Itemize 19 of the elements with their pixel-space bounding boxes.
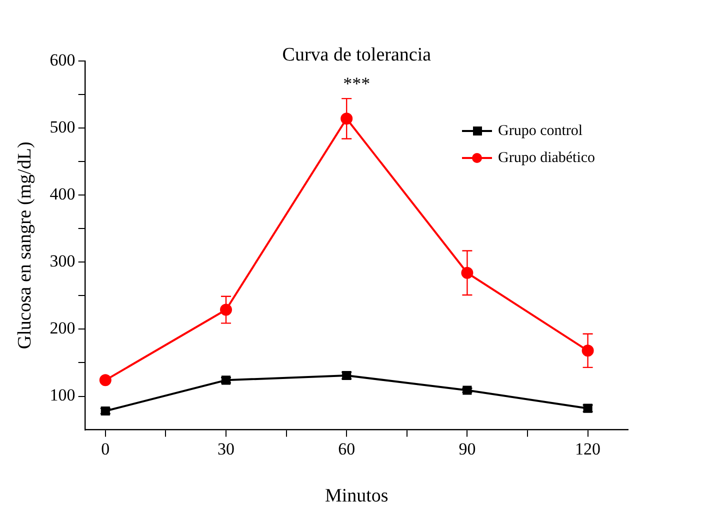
y-tick-label: 100 bbox=[50, 386, 76, 405]
annotation: *** bbox=[343, 74, 370, 94]
y-axis-title: Glucosa en sangre (mg/dL) bbox=[14, 142, 36, 350]
x-tick-label: 60 bbox=[338, 439, 356, 458]
x-tick-label: 30 bbox=[218, 439, 234, 458]
x-tick-label: 90 bbox=[458, 439, 476, 458]
point bbox=[340, 112, 353, 125]
y-tick-label: 600 bbox=[50, 50, 76, 70]
chart-title: Curva de tolerancia bbox=[282, 44, 432, 66]
y-tick-label: 400 bbox=[50, 184, 76, 204]
y-tick-label: 300 bbox=[50, 252, 76, 271]
y-tick-label: 500 bbox=[50, 118, 76, 137]
x-axis-title: Minutos bbox=[324, 486, 388, 507]
legend-label: Grupo diabético bbox=[498, 150, 596, 166]
y-tick-label: 200 bbox=[50, 318, 76, 338]
legend-label: Grupo control bbox=[498, 122, 583, 139]
point bbox=[220, 304, 232, 316]
x-tick-label: 120 bbox=[575, 439, 601, 458]
x-tick-label: 0 bbox=[101, 439, 110, 458]
